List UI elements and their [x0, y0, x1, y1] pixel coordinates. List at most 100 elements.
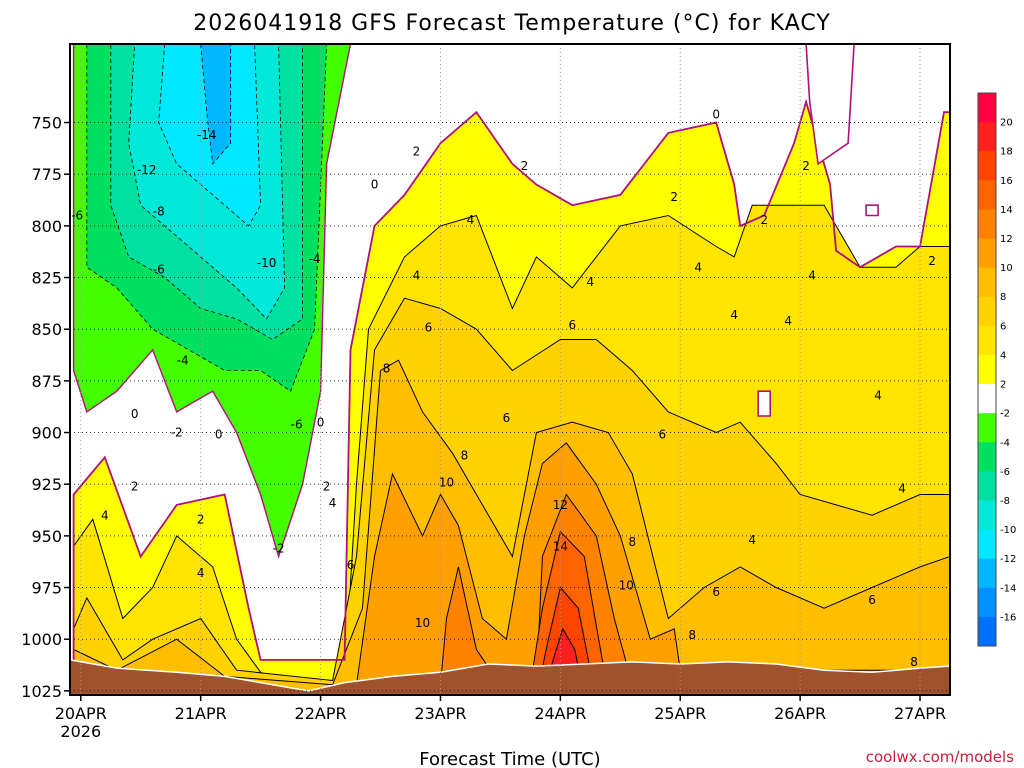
- contour-label: -6: [71, 209, 83, 223]
- y-tick-label: 1025: [21, 682, 62, 701]
- colorbar-label: 2: [1000, 380, 1006, 391]
- chart-title: 2026041918 GFS Forecast Temperature (°C)…: [193, 11, 831, 36]
- colorbar-label: -12: [1000, 554, 1016, 565]
- contour-label: 2: [131, 479, 139, 493]
- colorbar-swatch: [978, 616, 996, 647]
- colorbar-swatch: [978, 296, 996, 327]
- contour-label: -2: [171, 426, 183, 440]
- contour-label: 8: [628, 535, 636, 549]
- contour-label: 12: [553, 498, 568, 512]
- x-tick-label: 22APR: [295, 704, 347, 723]
- x-axis-label: Forecast Time (UTC): [419, 749, 600, 768]
- contour-label: 0: [371, 178, 379, 192]
- colorbar-swatch: [978, 122, 996, 152]
- x-tick-label: 25APR: [654, 704, 706, 723]
- colorbar-swatch: [978, 587, 996, 618]
- contour-label: 2: [197, 512, 205, 526]
- contour-label: 0: [317, 415, 325, 429]
- colorbar-label: 16: [1000, 176, 1013, 187]
- y-tick-label: 800: [31, 217, 62, 236]
- contour-label: 10: [415, 616, 430, 630]
- contour-label: 10: [439, 475, 454, 489]
- contour-label: -2: [273, 541, 285, 555]
- contour-label: 2: [802, 159, 810, 173]
- colorbar-swatch: [978, 471, 996, 501]
- zero-contour-line: [72, 98, 950, 695]
- colorbar-label: 12: [1000, 234, 1013, 245]
- colorbar-swatch: [978, 151, 996, 181]
- colorbar-label: -10: [1000, 525, 1016, 536]
- plot-area: -14-12-10-8-6-6-6-4-4-2-2000002222222224…: [21, 43, 951, 741]
- contour-label: -4: [177, 353, 189, 367]
- contour-label: 6: [425, 320, 433, 334]
- colorbar-label: 18: [1000, 147, 1013, 158]
- contour-label: 4: [784, 314, 792, 328]
- contour-label: 4: [467, 213, 475, 227]
- filled-contours: -14 -12 -10 -8 -6 -6 -6 -4 -4 -2 -2 0 0 0 0 0 2 2 2 2 2 2 2 2 2 4…: [70, 44, 950, 695]
- credit-text: coolwx.com/models: [866, 748, 1014, 766]
- x-tick-label: 21APR: [175, 704, 227, 723]
- contour-label: 6: [503, 411, 511, 425]
- x-tick-label: 26APR: [774, 704, 826, 723]
- colorbar-swatch: [978, 93, 996, 123]
- y-tick-label: 900: [31, 424, 62, 443]
- contour-label: -12: [137, 163, 157, 177]
- contour-label: 4: [874, 388, 882, 402]
- colorbar-swatch: [978, 442, 996, 472]
- colorbar-swatch: [978, 529, 996, 560]
- contour-label: 6: [868, 593, 876, 607]
- contour-label: 4: [694, 260, 702, 274]
- colorbar-swatch: [978, 180, 996, 210]
- contour-label: 2: [413, 145, 421, 159]
- colorbar-label: 6: [1000, 321, 1006, 332]
- contour-label: 4: [898, 481, 906, 495]
- contour-label: 4: [587, 275, 595, 289]
- contour-label: 2: [670, 190, 678, 204]
- colorbar-swatch: [978, 384, 996, 414]
- colorbar-swatch: [978, 209, 996, 240]
- x-tick-label: 24APR: [534, 704, 586, 723]
- x-tick-label: 27APR: [894, 704, 946, 723]
- colorbar-label: 8: [1000, 292, 1006, 303]
- contour-label: 6: [569, 318, 577, 332]
- colorbar-label: -4: [1000, 438, 1010, 449]
- contour-label: 4: [413, 269, 421, 283]
- contour-label: 4: [329, 496, 337, 510]
- contour-label: 8: [461, 448, 469, 462]
- y-tick-label: 975: [31, 579, 62, 598]
- contour-label: 2: [521, 159, 529, 173]
- zero-blob-790: [865, 204, 879, 217]
- colorbar-label: -8: [1000, 496, 1010, 507]
- y-tick-label: 825: [31, 269, 62, 288]
- colorbar-swatch: [978, 325, 996, 356]
- plot-frame: [69, 43, 951, 696]
- contour-label: 0: [131, 407, 139, 421]
- contour-label: 4: [748, 533, 756, 547]
- colorbar-swatch: [978, 413, 996, 443]
- colorbar-swatch: [978, 558, 996, 589]
- contour-label: 8: [383, 362, 391, 376]
- y-tick-label: 750: [31, 114, 62, 133]
- contour-label: 4: [197, 566, 205, 580]
- contour-label: 6: [658, 428, 666, 442]
- x-tick-sublabel: 2026: [60, 722, 101, 741]
- contour-label: 2: [323, 479, 331, 493]
- colorbar-label: -14: [1000, 583, 1016, 594]
- colorbar-swatch: [978, 500, 996, 531]
- zero-top-right: [805, 44, 855, 166]
- contour-label: -4: [309, 252, 321, 266]
- colorbar-label: -2: [1000, 409, 1010, 420]
- contour-label: 0: [712, 107, 720, 121]
- contour-label: 6: [347, 558, 355, 572]
- terrain-ground: [70, 659, 950, 695]
- contour-label: 4: [730, 308, 738, 322]
- y-tick-label: 850: [31, 320, 62, 339]
- zero-blob-875: [757, 390, 772, 417]
- colorbar-label: 20: [1000, 118, 1013, 129]
- colorbar-swatch: [978, 238, 996, 269]
- y-tick-label: 925: [31, 475, 62, 494]
- contour-label: -6: [291, 417, 303, 431]
- y-tick-label: 1000: [21, 630, 62, 649]
- colorbar-label: -16: [1000, 612, 1016, 623]
